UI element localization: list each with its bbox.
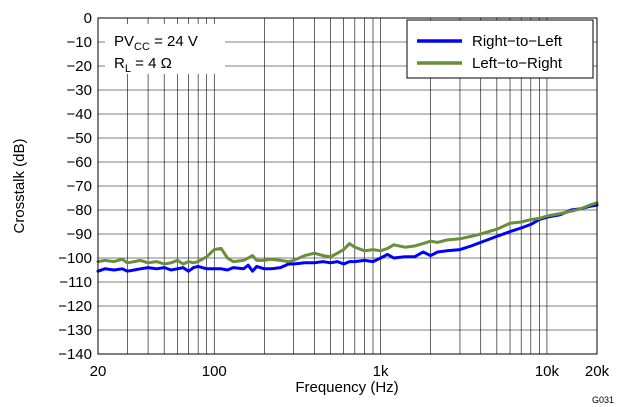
y-tick-label: −140 — [58, 346, 92, 363]
y-tick-label: −60 — [67, 154, 92, 171]
x-tick-label: 1k — [373, 363, 389, 380]
annotation-box — [105, 24, 225, 74]
x-tick-label: 20k — [585, 363, 610, 380]
x-tick-label: 10k — [535, 363, 560, 380]
y-tick-label: −10 — [67, 34, 92, 51]
annotation-supply: PVCC = 24 V — [114, 33, 198, 53]
x-tick-label: 100 — [202, 363, 227, 380]
x-axis-label: Frequency (Hz) — [295, 379, 398, 396]
series-lines — [96, 201, 599, 273]
series-line-right-to-left — [96, 203, 599, 273]
plot-frame — [97, 17, 598, 355]
y-tick-label: −90 — [67, 226, 92, 243]
y-tick-label: −110 — [59, 274, 92, 291]
legend-box — [406, 19, 594, 79]
legend: Right−to−Left Left−to−Right — [406, 19, 594, 79]
y-tick-label: −80 — [67, 202, 92, 219]
y-axis-label: Crosstalk (dB) — [11, 138, 28, 233]
x-tick-label: 20 — [90, 363, 107, 380]
legend-label-left-to-right: Left−to−Right — [472, 55, 563, 72]
y-tick-label: −30 — [67, 82, 92, 99]
conditions-annotation: PVCC = 24 V RL = 4 Ω — [105, 24, 225, 75]
x-tick-labels: 20 100 1k 10k 20k — [90, 363, 610, 380]
y-tick-label: −20 — [67, 58, 92, 75]
y-tick-label: −130 — [58, 322, 92, 339]
y-tick-label: −70 — [67, 178, 92, 195]
y-tick-labels: 0 −10 −20 −30 −40 −50 −60 −70 −80 −90 −100 −110 −120… — [58, 10, 92, 363]
series-line-left-to-right — [96, 201, 599, 266]
y-tick-label: −50 — [67, 130, 92, 147]
y-tick-label: 0 — [84, 10, 92, 27]
y-tick-label: −120 — [58, 298, 92, 315]
legend-label-right-to-left: Right−to−Left — [472, 33, 563, 50]
y-tick-label: −100 — [58, 250, 92, 267]
annotation-load: RL = 4 Ω — [114, 55, 172, 75]
figure-id: G031 — [592, 395, 614, 405]
y-tick-label: −40 — [67, 106, 92, 123]
